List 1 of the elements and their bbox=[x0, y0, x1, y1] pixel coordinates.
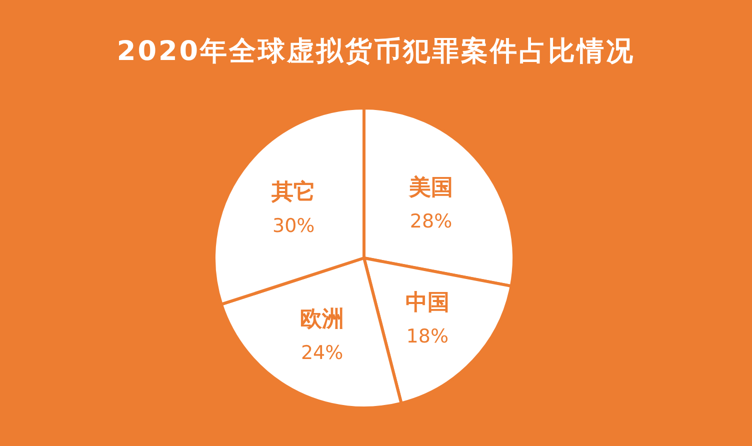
title: 2020年全球虚拟货币犯罪案件占比情况 bbox=[116, 36, 636, 67]
